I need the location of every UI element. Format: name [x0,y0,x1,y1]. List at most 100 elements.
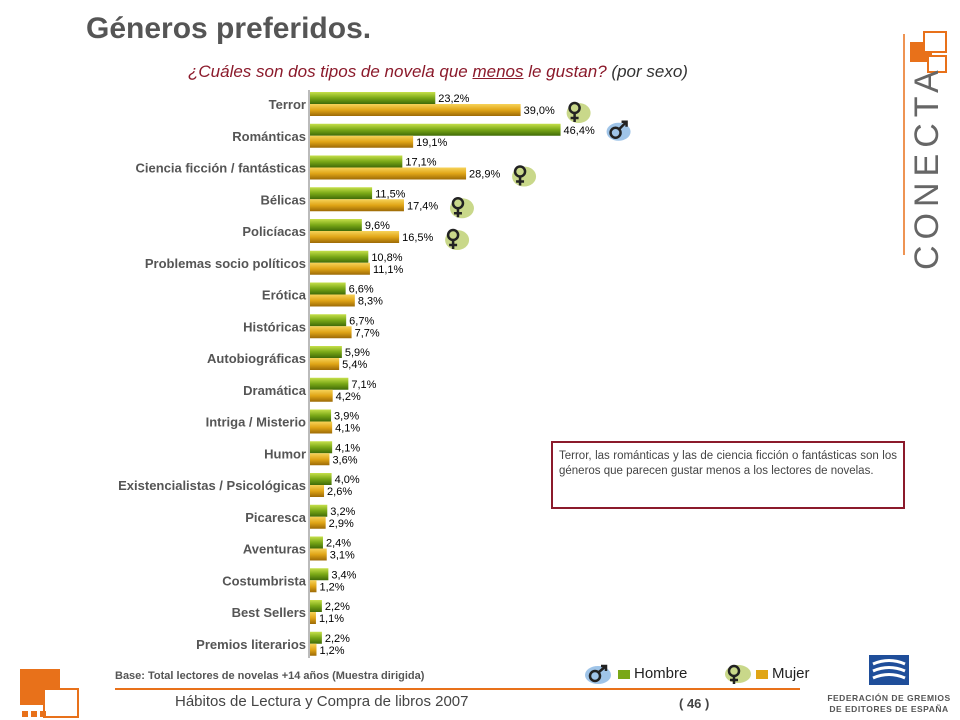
category-label-romanticas: Románticas [232,129,306,144]
category-label-erotica: Erótica [262,288,307,303]
bar-mujer-existencialistas-psicologicas [310,485,325,497]
bar-mujer-problemas-socio-politicos [310,262,370,275]
publisher-logo: FEDERACIÓN DE GREMIOS DE EDITORES DE ESP… [822,655,956,720]
value-label-mujer-romanticas: 19,1% [416,137,447,149]
category-label-best-sellers: Best Sellers [232,605,306,620]
bar-mujer-autobiograficas [310,358,340,370]
bar-mujer-picaresca [310,516,326,529]
female-symbol-icon [445,228,470,250]
value-label-hombre-erotica: 6,6% [349,284,374,296]
value-label-mujer-historicas: 7,7% [355,327,380,339]
bar-mujer-historicas [310,326,352,339]
legend-mujer: Mujer [720,663,810,685]
category-label-costumbrista: Costumbrista [222,573,307,588]
bar-hombre-humor [310,441,333,454]
category-label-belicas: Bélicas [260,192,306,207]
legend-label-mujer: Mujer [772,664,810,682]
legend-swatch-mujer [756,669,768,679]
value-label-hombre-aventuras: 2,4% [326,538,351,550]
value-label-mujer-best-sellers: 1,1% [319,613,344,625]
page-number: ( 46 ) [679,696,710,711]
bar-mujer-erotica [310,294,355,307]
value-label-mujer-premios-literarios: 1,2% [319,645,344,657]
value-label-mujer-terror: 39,0% [524,105,555,117]
bar-mujer-terror [310,104,521,116]
bar-hombre-intriga-misterio [310,409,332,422]
value-label-mujer-ciencia-ficcion-fantasticas: 28,9% [469,169,500,181]
female-symbol-icon [449,197,474,219]
value-label-mujer-autobiograficas: 5,4% [342,359,367,371]
category-label-premios-literarios: Premios literarios [196,637,306,652]
value-label-mujer-humor: 3,6% [332,454,357,466]
bar-hombre-erotica [310,282,346,295]
value-label-mujer-existencialistas-psicologicas: 2,6% [327,486,352,498]
bar-hombre-dramatica [310,377,349,390]
value-label-hombre-romanticas: 46,4% [564,125,595,137]
value-label-mujer-belicas: 17,4% [407,200,438,212]
male-symbol-icon [585,664,611,684]
legend-swatch-hombre [618,669,630,679]
bar-hombre-picaresca [310,504,328,517]
bar-hombre-ciencia-ficcion-fantasticas [310,155,403,168]
bar-mujer-policiacas [310,231,400,243]
value-label-hombre-existencialistas-psicologicas: 4,0% [335,474,360,486]
category-label-problemas-socio-politicos: Problemas socio políticos [145,256,306,271]
value-label-hombre-ciencia-ficcion-fantasticas: 17,1% [405,157,436,169]
female-symbol-icon [725,664,751,684]
value-label-hombre-historicas: 6,7% [349,315,374,327]
bar-hombre-existencialistas-psicologicas [310,473,332,485]
bar-mujer-romanticas [310,135,414,148]
value-label-mujer-policiacas: 16,5% [402,232,433,244]
bar-hombre-terror [310,92,436,104]
page-title: Géneros preferidos. [86,12,372,45]
bar-hombre-premios-literarios [310,631,322,644]
value-label-hombre-problemas-socio-politicos: 10,8% [371,252,402,264]
value-label-mujer-problemas-socio-politicos: 11,1% [373,264,404,276]
bar-mujer-premios-literarios [310,643,317,656]
bar-hombre-problemas-socio-politicos [310,250,369,263]
conecta-logo-text: CONECTA [908,64,946,270]
male-symbol-icon [606,120,631,141]
category-label-terror: Terror [269,97,306,112]
value-label-mujer-picaresca: 2,9% [329,518,354,530]
category-label-humor: Humor [264,446,306,461]
publisher-line-2: DE EDITORES DE ESPAÑA [829,704,949,714]
chart-subtitle: ¿Cuáles son dos tipos de novela que meno… [188,62,688,81]
value-label-hombre-intriga-misterio: 3,9% [334,411,359,423]
value-label-mujer-costumbrista: 1,2% [319,581,344,593]
conecta-logo: CONECTA [900,30,960,270]
value-label-mujer-aventuras: 3,1% [330,550,355,562]
legend-hombre: Hombre [582,663,687,685]
category-label-intriga-misterio: Intriga / Misterio [206,415,306,430]
bar-mujer-costumbrista [310,580,317,593]
female-symbol-icon [512,165,537,187]
value-label-mujer-intriga-misterio: 4,1% [335,423,360,435]
footer-divider [115,688,800,690]
bar-hombre-belicas [310,187,373,200]
bar-mujer-intriga-misterio [310,421,333,434]
bar-hombre-costumbrista [310,568,329,581]
female-symbol-icon [566,101,591,123]
category-label-existencialistas-psicologicas: Existencialistas / Psicológicas [118,478,306,493]
legend-label-hombre: Hombre [634,664,688,682]
bar-hombre-aventuras [310,536,323,549]
value-label-hombre-policiacas: 9,6% [365,220,390,232]
value-label-hombre-best-sellers: 2,2% [325,601,350,613]
publisher-emblem-icon [869,655,909,685]
corner-squares-logo [20,669,79,718]
value-label-hombre-premios-literarios: 2,2% [325,633,350,645]
bar-mujer-best-sellers [310,612,316,624]
bar-hombre-autobiograficas [310,346,342,358]
value-label-mujer-dramatica: 4,2% [336,391,361,403]
value-label-hombre-dramatica: 7,1% [351,379,376,391]
bar-mujer-belicas [310,199,404,212]
category-label-policiacas: Policíacas [242,224,306,239]
bar-hombre-policiacas [310,219,362,231]
value-label-hombre-autobiograficas: 5,9% [345,347,370,359]
value-label-hombre-costumbrista: 3,4% [331,569,356,581]
category-label-picaresca: Picaresca [245,510,306,525]
category-label-ciencia-ficcion-fantasticas: Ciencia ficción / fantásticas [135,161,306,176]
value-label-mujer-erotica: 8,3% [358,296,383,308]
category-label-historicas: Históricas [243,319,306,334]
